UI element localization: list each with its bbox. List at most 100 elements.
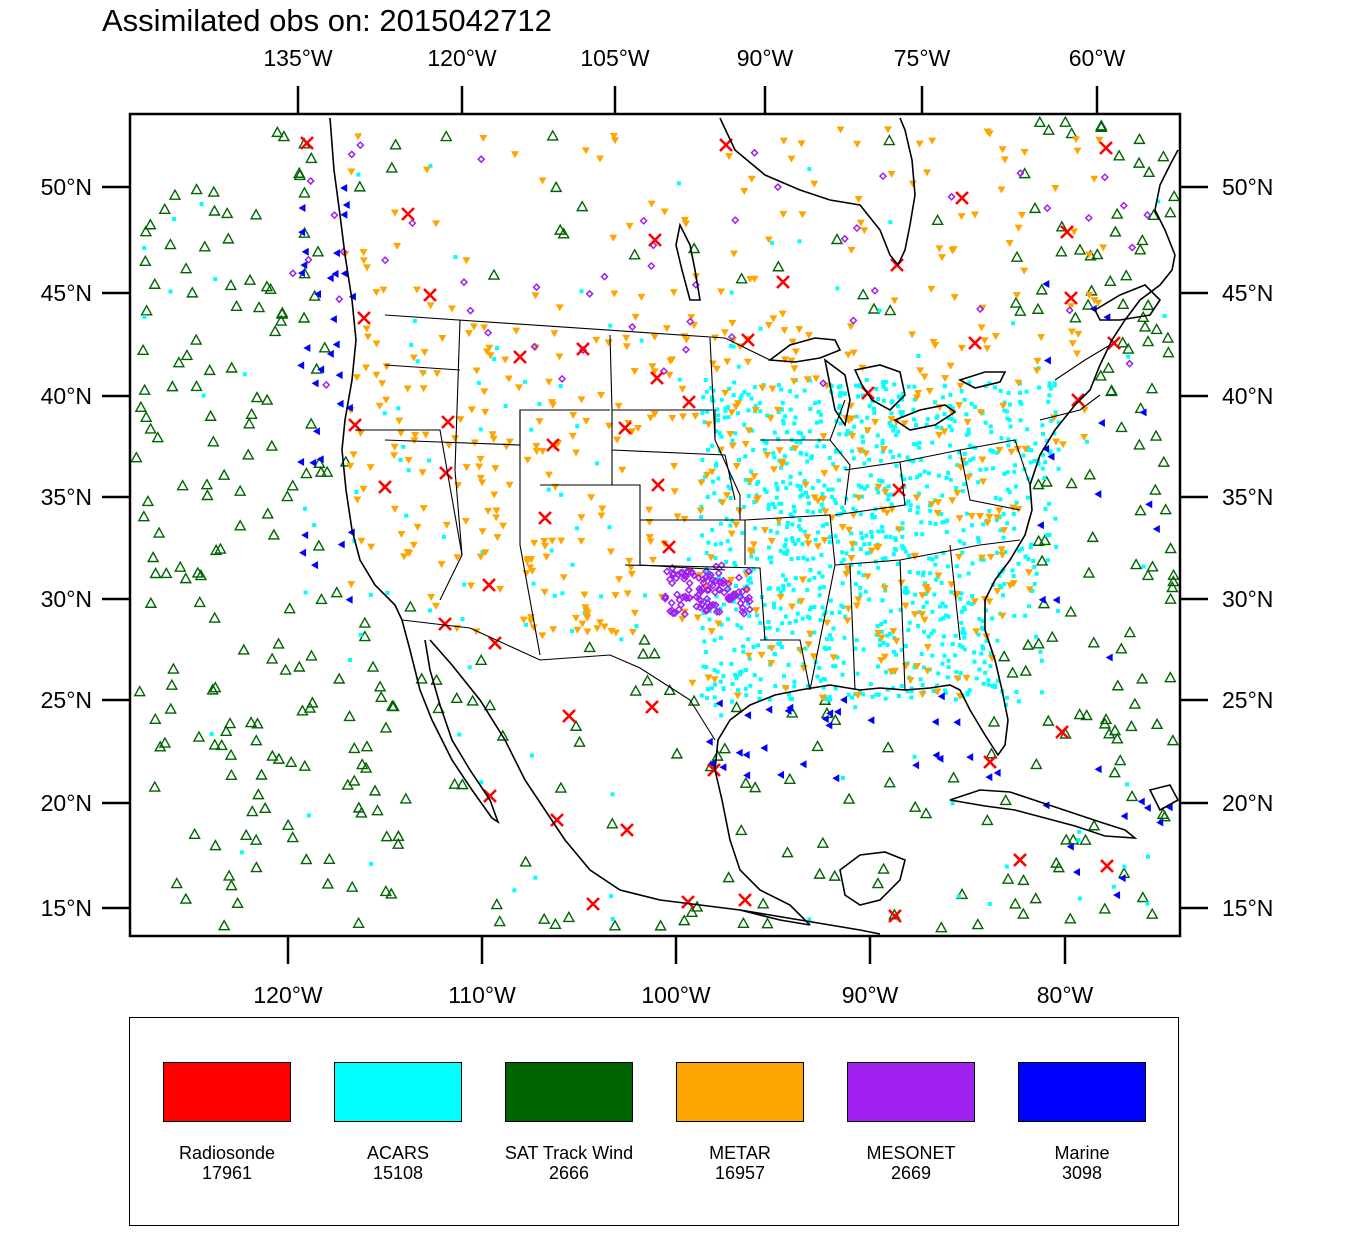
mesonet-marker: [667, 598, 676, 607]
acars-marker: [369, 861, 374, 866]
sat-track-wind-marker: [353, 180, 366, 192]
acars-marker: [1145, 901, 1150, 906]
coastline: [957, 371, 1007, 389]
legend-label: Marine: [1054, 1143, 1110, 1163]
sat-track-wind-marker: [576, 200, 589, 212]
coastline: [1148, 784, 1180, 812]
acars-marker: [1026, 495, 1031, 500]
acars-marker: [1032, 581, 1037, 586]
metar-marker: [976, 512, 985, 520]
acars-marker: [818, 618, 823, 623]
acars-marker: [1031, 558, 1036, 563]
metar-marker: [447, 305, 456, 313]
acars-marker: [900, 409, 905, 414]
marine-marker: [719, 763, 727, 772]
acars-marker: [762, 447, 767, 452]
acars-marker: [729, 661, 734, 666]
acars-marker: [793, 619, 798, 624]
sat-track-wind-marker: [305, 649, 318, 661]
metar-marker: [767, 538, 776, 546]
acars-marker: [790, 514, 795, 519]
border-line: [1054, 344, 1111, 381]
acars-marker: [796, 430, 801, 435]
acars-marker: [973, 445, 978, 450]
acars-marker: [864, 378, 869, 383]
acars-marker: [705, 494, 710, 499]
acars-marker: [1008, 424, 1013, 429]
metar-marker: [396, 429, 405, 437]
radiosonde-marker: [888, 909, 902, 923]
metar-marker: [747, 549, 756, 557]
acars-marker: [785, 525, 790, 530]
acars-marker: [935, 683, 940, 688]
sat-track-wind-marker: [690, 900, 704, 912]
metar-marker: [995, 446, 1004, 454]
acars-marker: [953, 633, 958, 638]
sat-track-wind-marker: [415, 672, 428, 684]
mesonet-marker: [717, 561, 726, 570]
acars-marker: [312, 523, 317, 528]
border-line: [949, 544, 961, 641]
border-line: [1039, 394, 1101, 421]
acars-marker: [942, 653, 947, 658]
metar-marker: [626, 564, 635, 572]
acars-marker: [922, 469, 927, 474]
mesonet-marker: [1016, 169, 1025, 178]
acars-marker: [713, 463, 718, 468]
metar-marker: [411, 431, 420, 439]
legend-item-marine: Marine 3098: [1016, 1062, 1148, 1183]
acars-marker: [715, 669, 720, 674]
acars-marker: [401, 444, 406, 449]
sat-track-wind-marker: [737, 916, 750, 928]
acars-marker: [754, 481, 759, 486]
acars-marker: [763, 626, 768, 631]
metar-marker: [542, 553, 551, 561]
acars-marker: [881, 641, 886, 646]
acars-marker: [859, 485, 864, 490]
metar-marker: [409, 541, 418, 549]
acars-marker: [946, 658, 951, 663]
acars-marker: [941, 550, 946, 555]
mesonet-marker: [703, 605, 712, 614]
metar-marker: [853, 140, 862, 148]
metar-marker: [819, 433, 828, 441]
acars-marker: [889, 492, 894, 497]
acars-marker: [529, 753, 534, 758]
metar-marker: [1012, 292, 1021, 300]
acars-marker: [973, 404, 978, 409]
acars-marker: [213, 277, 218, 282]
acars-marker: [1012, 463, 1017, 468]
sat-track-wind-marker: [250, 391, 264, 403]
acars-marker: [998, 528, 1003, 533]
acars-marker: [1047, 393, 1052, 398]
acars-marker: [940, 395, 945, 400]
acars-marker: [817, 570, 822, 575]
acars-marker: [788, 512, 793, 517]
acars-marker: [798, 487, 803, 492]
sat-track-wind-marker: [392, 837, 405, 849]
metar-marker: [420, 349, 429, 357]
top-lon-tick-label: 90°W: [737, 45, 794, 71]
acars-marker: [961, 528, 966, 533]
metar-marker: [367, 543, 376, 551]
legend: Radiosonde 17961 ACARS 15108 SAT Track W…: [129, 1017, 1179, 1226]
acars-marker: [1032, 564, 1037, 569]
acars-marker: [764, 489, 769, 494]
mesonet-marker: [335, 295, 344, 304]
metar-marker: [908, 180, 917, 188]
coastline: [893, 404, 957, 431]
acars-marker: [851, 456, 856, 461]
acars-marker: [897, 453, 902, 458]
metar-marker: [628, 629, 637, 637]
acars-marker: [818, 678, 823, 683]
acars-marker: [900, 544, 905, 549]
sat-track-wind-marker: [1032, 478, 1045, 490]
sat-track-wind-marker: [249, 208, 263, 220]
radiosonde-marker: [378, 480, 392, 494]
acars-marker: [979, 651, 984, 656]
acars-marker: [998, 497, 1003, 502]
marine-marker: [867, 716, 875, 725]
acars-marker: [895, 561, 900, 566]
sat-track-wind-marker: [1009, 897, 1022, 909]
sat-track-wind-marker: [830, 233, 844, 245]
